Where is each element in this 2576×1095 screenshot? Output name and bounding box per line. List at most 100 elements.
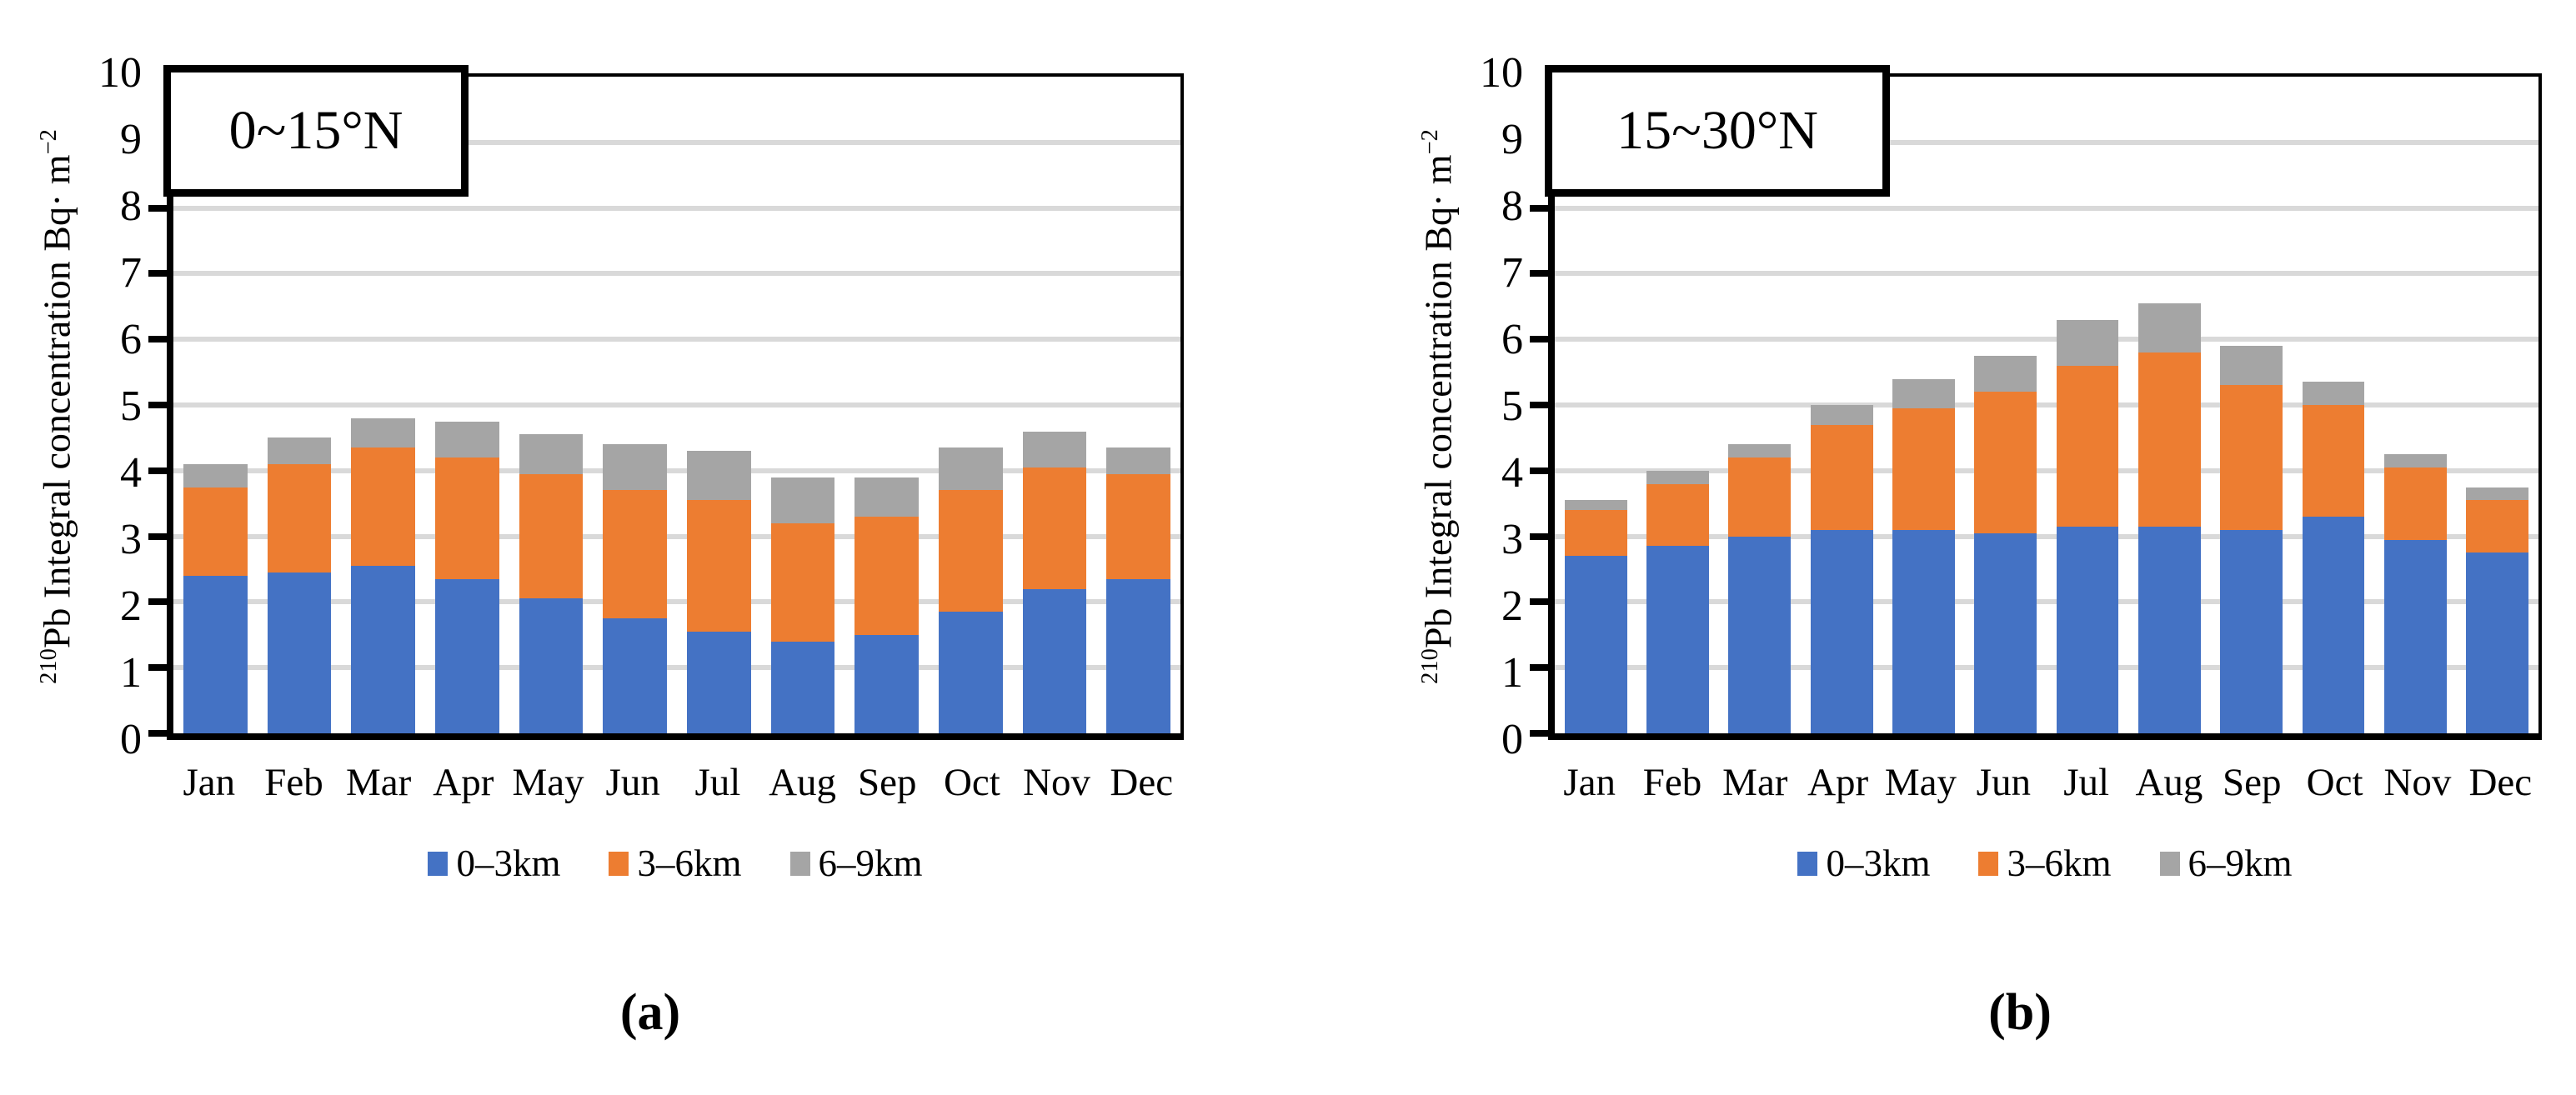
bar-segment-69km: [939, 448, 1003, 491]
month-label-feb: Feb: [1642, 761, 1702, 804]
y-axis-tick-labels-a: 0 1 2 3 4 5 6 7 8 9 10: [0, 49, 142, 763]
y-tick-label-10: 10: [98, 49, 142, 97]
stacked-bar-aug: [2138, 77, 2201, 733]
y-tick-label-3: 3: [120, 516, 142, 563]
bar-segment-36km: [603, 490, 667, 619]
gridline-y2: [1555, 599, 2538, 605]
stacked-bar-mar: [351, 77, 415, 733]
y-axis-tick-1: [1530, 664, 1548, 672]
y-axis-tick-2: [148, 598, 167, 606]
bar-group-apr: [1801, 77, 1882, 733]
bar-segment-03km: [1892, 529, 1955, 733]
y-axis-tick-8: [148, 204, 167, 212]
bar-segment-03km: [2056, 526, 2119, 733]
stacked-bar-jul: [687, 77, 751, 733]
bar-segment-03km: [435, 578, 499, 733]
gridline-y3: [1555, 533, 2538, 539]
bar-segment-03km: [770, 641, 835, 733]
bar-segment-69km: [1564, 500, 1627, 511]
y-axis-tick-8: [1530, 204, 1548, 212]
bar-group-jun: [1965, 77, 2047, 733]
bar-group-aug: [761, 77, 845, 733]
bar-segment-03km: [1810, 529, 1873, 733]
plot-area-a: [148, 73, 1184, 740]
legend-item-36km: 3–6km: [1978, 840, 2112, 887]
month-label-mar: Mar: [346, 761, 412, 804]
stacked-bar-oct: [939, 77, 1003, 733]
stacked-bar-feb: [267, 77, 332, 733]
legend-item-03km: 0–3km: [428, 840, 560, 887]
bar-segment-36km: [1892, 408, 1955, 530]
y-tick-label-3: 3: [1501, 516, 1523, 563]
y-tick-label-2: 2: [1501, 582, 1523, 630]
gridline-y1: [173, 665, 1180, 671]
month-label-aug: Aug: [2135, 761, 2203, 804]
bar-segment-69km: [1810, 405, 1873, 425]
bars-container: [173, 77, 1180, 733]
legend-swatch: [1978, 851, 1999, 876]
stacked-bar-apr: [1810, 77, 1873, 733]
bar-segment-36km: [2056, 365, 2119, 527]
bar-group-nov: [1013, 77, 1097, 733]
month-label-jan: Jan: [1563, 761, 1616, 804]
bar-segment-03km: [1106, 578, 1170, 733]
bar-segment-36km: [1728, 458, 1792, 537]
y-tick-label-8: 8: [1501, 182, 1523, 230]
bar-segment-03km: [351, 566, 415, 733]
y-axis-tick-2: [1530, 598, 1548, 606]
bar-segment-03km: [267, 572, 332, 733]
bar-segment-36km: [2138, 352, 2201, 527]
stacked-bar-may: [1892, 77, 1955, 733]
y-tick-label-6: 6: [120, 316, 142, 363]
region-label-a: 0~15°N: [228, 100, 403, 161]
bar-segment-69km: [1728, 444, 1792, 458]
month-label-dec: Dec: [1110, 761, 1174, 804]
bar-segment-69km: [2384, 454, 2447, 468]
stacked-bar-jul: [2056, 77, 2119, 733]
bar-group-apr: [425, 77, 509, 733]
y-tick-label-4: 4: [120, 449, 142, 497]
stacked-bar-mar: [1728, 77, 1792, 733]
bar-group-feb: [258, 77, 342, 733]
bar-segment-69km: [2466, 487, 2529, 501]
y-tick-label-7: 7: [1501, 249, 1523, 297]
bar-group-sep: [844, 77, 929, 733]
bar-group-jul: [677, 77, 761, 733]
stacked-bar-nov: [2384, 77, 2447, 733]
y-axis-tick-5: [1530, 402, 1548, 408]
region-label-box-a: 0~15°N: [163, 65, 469, 197]
month-label-jul: Jul: [2063, 761, 2110, 804]
legend-item-69km: 6–9km: [789, 840, 923, 887]
y-tick-label-0: 0: [120, 716, 142, 763]
bar-segment-36km: [1810, 424, 1873, 530]
bar-segment-36km: [1564, 510, 1627, 557]
month-label-aug: Aug: [769, 761, 837, 804]
bar-segment-36km: [1646, 483, 1709, 547]
legend-b: 0–3km 3–6km 6–9km: [1548, 840, 2542, 887]
legend-label: 6–9km: [818, 842, 923, 884]
gridline-y4: [173, 468, 1180, 473]
month-label-oct: Oct: [943, 761, 1000, 804]
gridline-y8: [1555, 205, 2538, 211]
y-tick-label-1: 1: [1501, 649, 1523, 697]
y-axis-tick-7: [1530, 270, 1548, 278]
bar-segment-36km: [2220, 385, 2283, 530]
month-label-jun: Jun: [605, 761, 660, 804]
gridline-y3: [173, 533, 1180, 539]
month-label-dec: Dec: [2468, 761, 2533, 804]
bar-group-jun: [593, 77, 677, 733]
plot-inner-a: [173, 77, 1180, 733]
bar-group-feb: [1636, 77, 1718, 733]
gridline-y7: [1555, 271, 2538, 277]
stacked-bar-apr: [435, 77, 499, 733]
bar-segment-69km: [603, 444, 667, 491]
bar-segment-03km: [183, 575, 248, 733]
legend-a: 0–3km 3–6km 6–9km: [167, 840, 1184, 887]
bar-segment-69km: [351, 418, 415, 448]
bar-segment-36km: [687, 500, 751, 632]
bar-segment-69km: [519, 434, 584, 474]
stacked-bar-dec: [2466, 77, 2529, 733]
y-tick-label-8: 8: [120, 182, 142, 230]
legend-swatch: [428, 851, 449, 876]
bar-segment-36km: [939, 490, 1003, 612]
